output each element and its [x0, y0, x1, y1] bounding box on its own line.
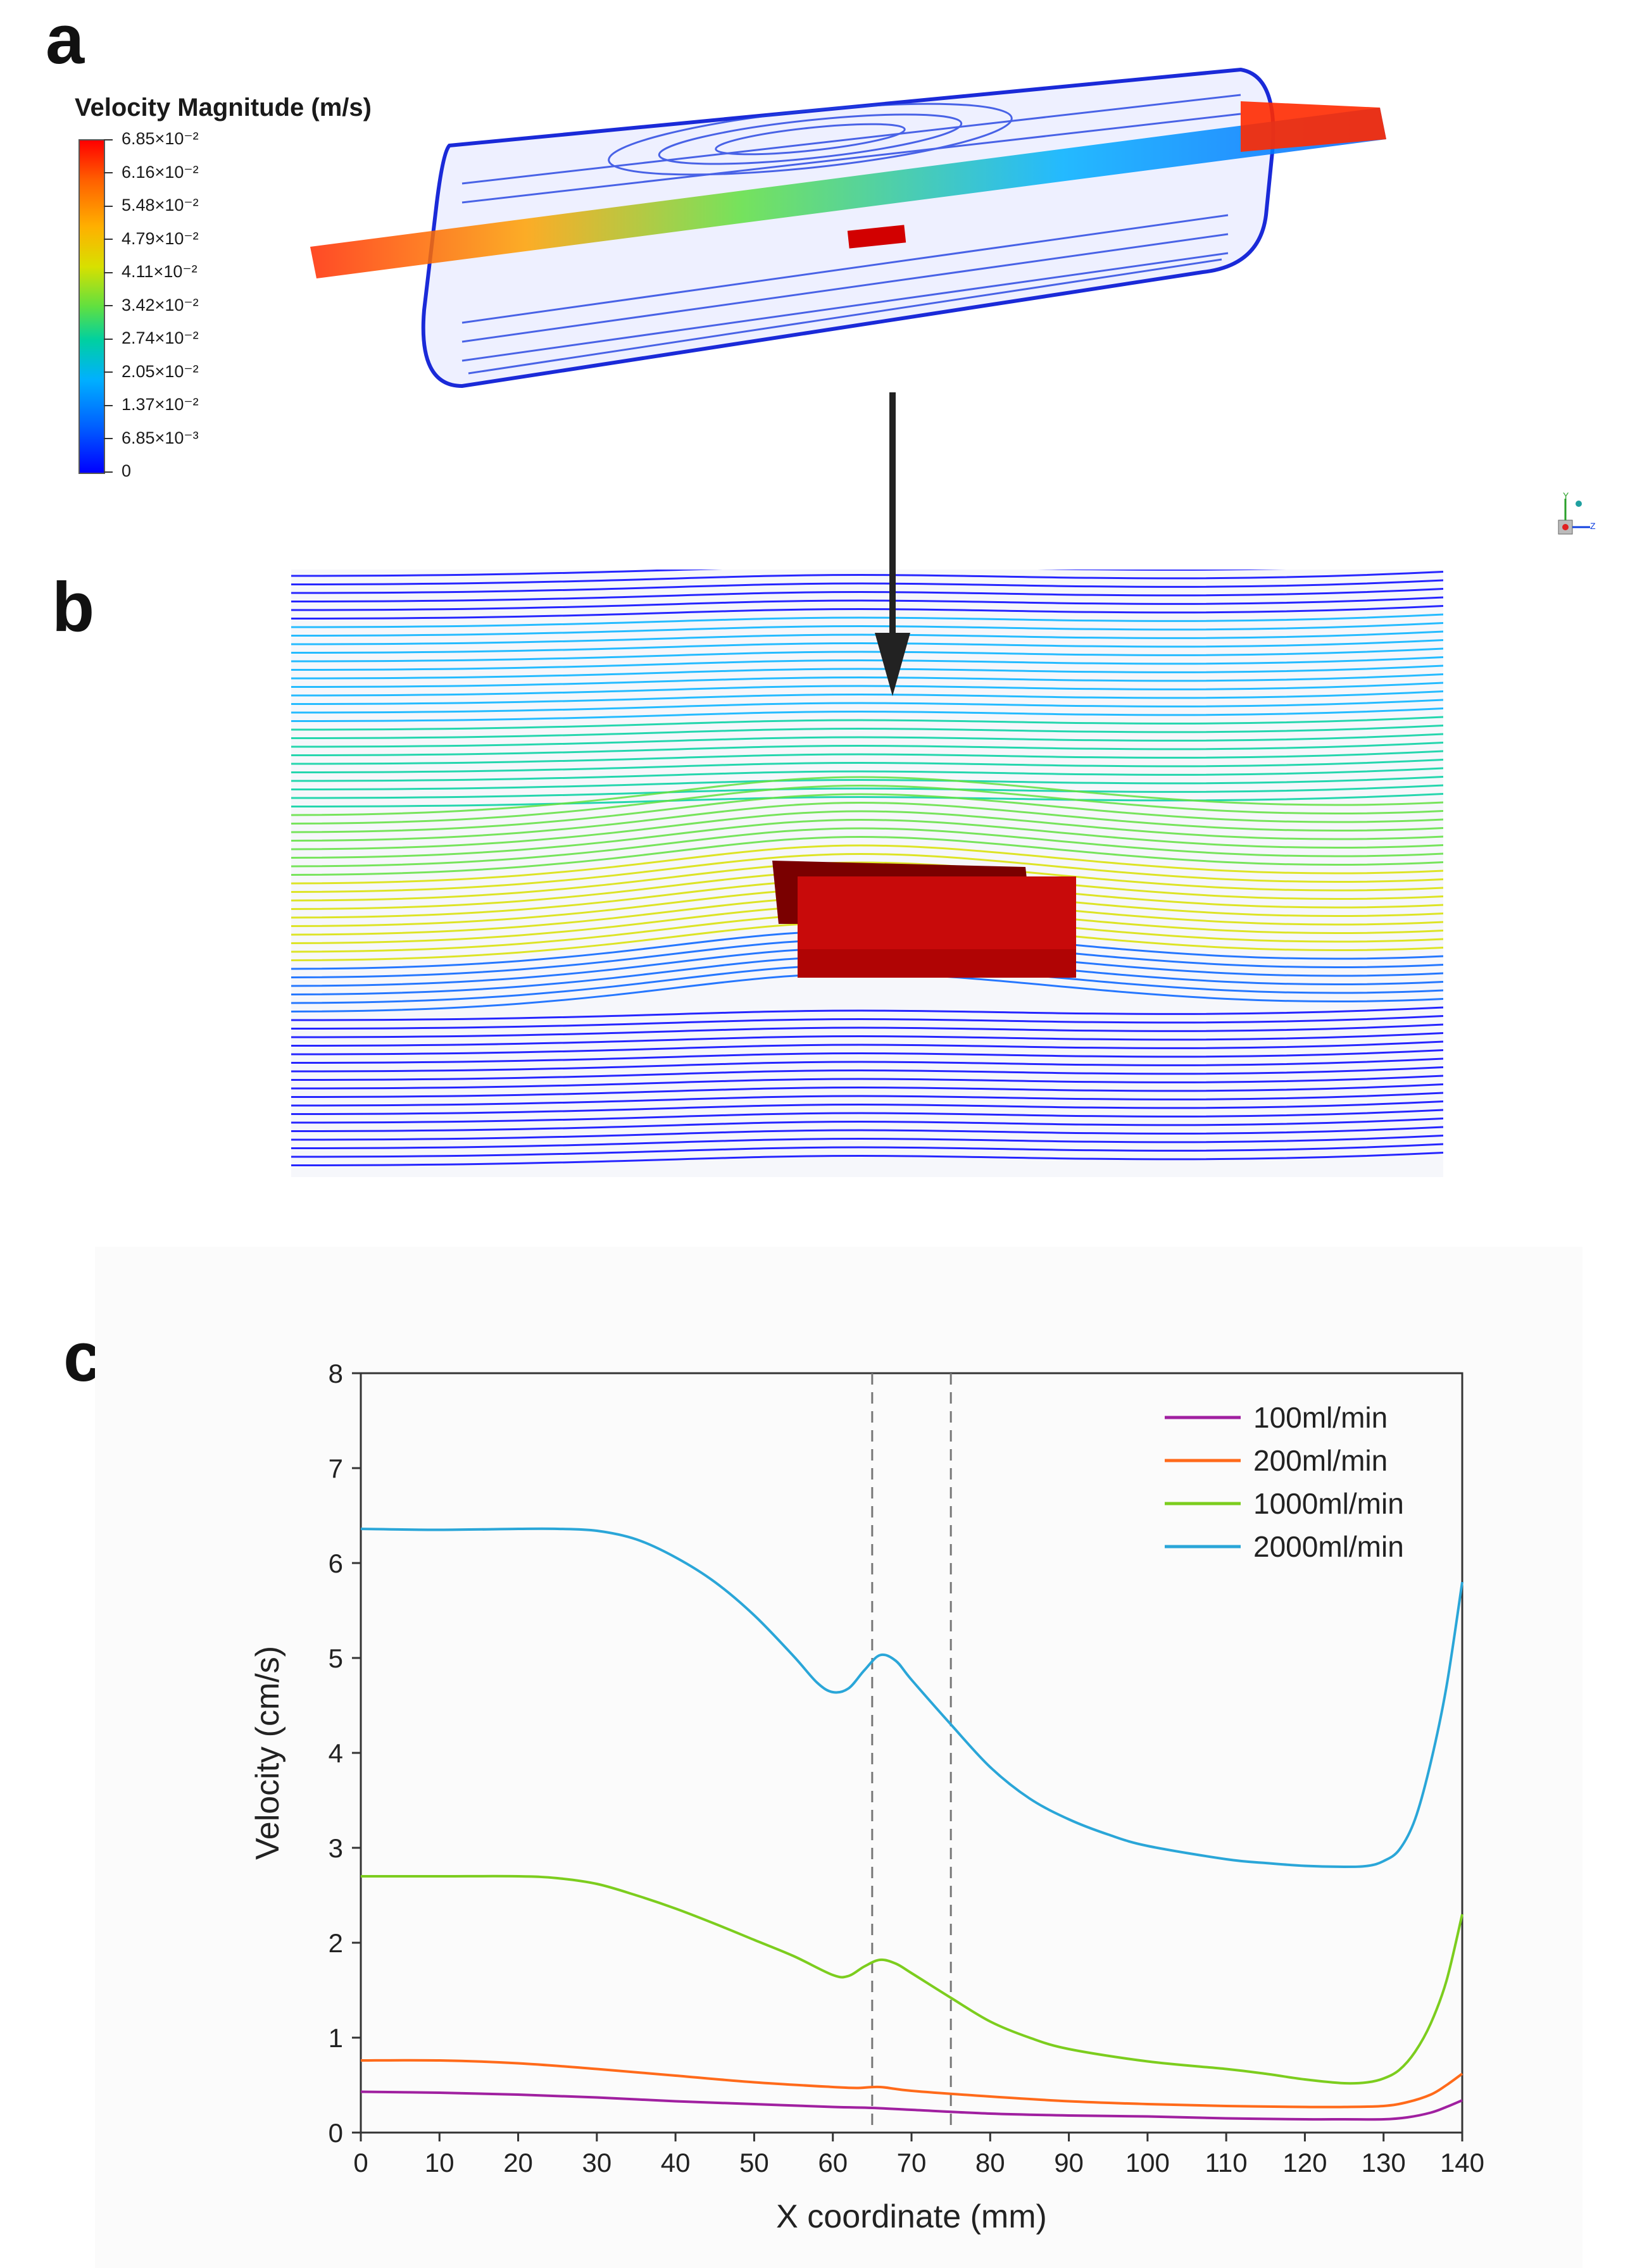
y-tick-label: 5 [329, 1643, 343, 1673]
x-tick-label: 80 [975, 2148, 1005, 2178]
series-line-2000mlmin [360, 1527, 1463, 1869]
x-tick-label: 110 [1205, 2148, 1248, 2178]
x-tick-label: 50 [739, 2148, 769, 2178]
x-tick-label: 20 [503, 2148, 533, 2178]
x-tick-label: 90 [1054, 2148, 1084, 2178]
legend-label: 2000ml/min [1253, 1530, 1404, 1563]
legend-label: 100ml/min [1253, 1401, 1388, 1434]
y-tick-label: 2 [329, 1928, 343, 1958]
x-axis-title: X coordinate (mm) [776, 2198, 1047, 2235]
y-tick-label: 6 [329, 1548, 343, 1578]
y-tick-label: 1 [329, 2023, 343, 2053]
x-tick-label: 10 [425, 2148, 454, 2178]
legend-label: 200ml/min [1253, 1444, 1388, 1477]
y-tick-label: 8 [329, 1359, 343, 1388]
svg-text:Y: Y [1563, 492, 1569, 501]
colorbar-tick-label: 1.37×10⁻² [104, 395, 199, 414]
colorbar-tick-label: 6.85×10⁻² [104, 129, 199, 148]
velocity-colorbar [78, 139, 105, 474]
cylinder-body [421, 67, 1275, 389]
x-tick-label: 0 [353, 2148, 368, 2178]
x-tick-label: 120 [1282, 2148, 1327, 2178]
x-tick-label: 100 [1125, 2148, 1170, 2178]
y-tick-label: 4 [329, 1738, 343, 1768]
x-tick-label: 70 [897, 2148, 927, 2178]
series-line-200mlmin [360, 2059, 1463, 2109]
chart-panel: 0 10 20 30 40 50 60 70 80 90 100 110 120 130 140 0 1 2 3 4 5… [95, 1247, 1582, 2268]
series-line-1000mlmin [360, 1874, 1463, 2085]
colorbar-tick-label: 5.48×10⁻² [104, 196, 199, 215]
svg-text:Z: Z [1590, 521, 1596, 531]
colorbar-title: Velocity Magnitude (m/s) [75, 94, 372, 122]
y-tick-label: 7 [329, 1454, 343, 1483]
zoom-scaffold-block [772, 861, 1076, 978]
y-tick-label: 0 [329, 2118, 343, 2148]
colorbar-tick-label: 4.79×10⁻² [104, 228, 199, 248]
y-tick-label: 3 [329, 1833, 343, 1863]
colorbar-tick-label: 4.11×10⁻² [104, 262, 197, 281]
cfd-cylinder-streamlines [310, 67, 1386, 389]
panel-label-a: a [46, 1, 85, 78]
scaffold-block [847, 225, 906, 249]
colorbar-tick-label: 3.42×10⁻² [104, 295, 199, 315]
velocity-line-chart: 0 10 20 30 40 50 60 70 80 90 100 110 120 130 140 0 1 2 3 4 5… [249, 1359, 1484, 2235]
axes-orientation-icon: Y Z [1558, 492, 1596, 535]
panel-label-b: b [52, 568, 95, 646]
streamline-field [291, 570, 1443, 1166]
x-tick-label: 130 [1362, 2148, 1406, 2178]
cfd-zoom-streamlines [291, 570, 1443, 1177]
y-axis-title: Velocity (cm/s) [249, 1646, 286, 1860]
colorbar-tick-label: 0 [103, 461, 132, 480]
x-tick-label: 140 [1440, 2148, 1484, 2178]
colorbar-tick-label: 6.85×10⁻³ [104, 428, 199, 447]
colorbar-tick-label: 2.74×10⁻² [104, 328, 199, 347]
zoom-arrow [875, 392, 910, 696]
x-tick-label: 40 [661, 2148, 691, 2178]
colorbar-tick-label: 6.16×10⁻² [104, 162, 199, 182]
series-line-100mlmin [360, 2090, 1463, 2121]
inlet-jet [310, 101, 1386, 278]
x-tick-label: 30 [582, 2148, 611, 2178]
colorbar-tick-label: 2.05×10⁻² [104, 361, 199, 381]
legend-label: 1000ml/min [1253, 1487, 1404, 1520]
x-tick-label: 60 [818, 2148, 848, 2178]
